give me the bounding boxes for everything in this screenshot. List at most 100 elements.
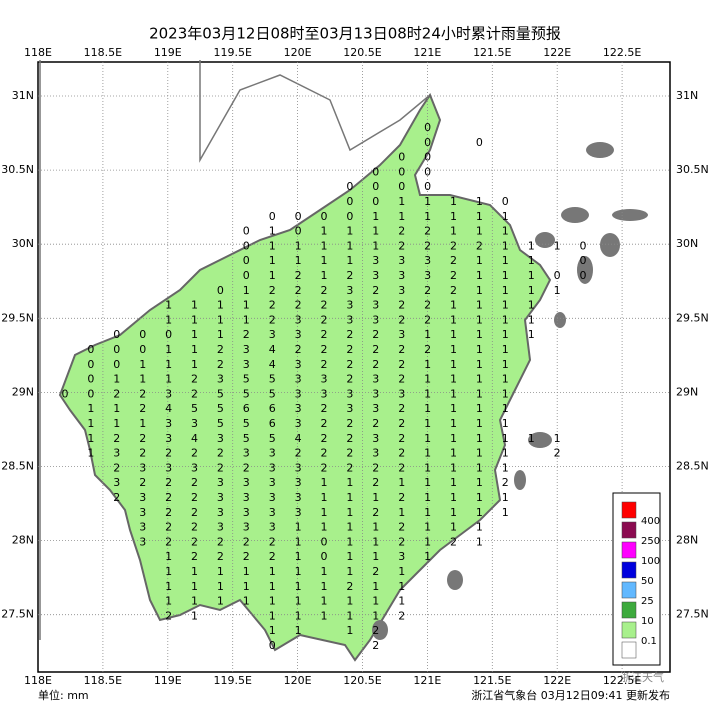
rain-value: 2	[243, 550, 250, 563]
rain-value: 3	[217, 373, 224, 386]
rain-value: 1	[476, 432, 483, 445]
lat-label: 30.5N	[1, 163, 34, 176]
rain-value: 1	[502, 284, 509, 297]
rain-value: 2	[398, 417, 405, 430]
rain-value: 3	[398, 387, 405, 400]
rain-value: 1	[295, 580, 302, 593]
legend-swatch	[621, 581, 637, 599]
rain-value: 1	[165, 299, 172, 312]
rain-value: 2	[372, 624, 379, 637]
rain-value: 1	[398, 210, 405, 223]
lat-label: 28N	[676, 534, 698, 547]
rain-value: 1	[217, 328, 224, 341]
rain-value: 1	[87, 402, 94, 415]
rain-value: 3	[269, 506, 276, 519]
rain-value: 1	[476, 476, 483, 489]
rain-value: 0	[580, 239, 587, 252]
rain-value: 1	[191, 328, 198, 341]
rain-value: 1	[450, 373, 457, 386]
rain-value: 3	[217, 432, 224, 445]
rain-value: 0	[321, 535, 328, 548]
rain-value: 0	[424, 151, 431, 164]
lon-label: 119E	[154, 46, 182, 59]
rain-value: 2	[398, 535, 405, 548]
rain-value: 2	[424, 225, 431, 238]
rain-value: 2	[346, 358, 353, 371]
rain-value: 1	[346, 521, 353, 534]
legend-box	[612, 492, 661, 666]
rain-value: 2	[295, 447, 302, 460]
rain-value: 1	[295, 239, 302, 252]
rain-value: 6	[269, 417, 276, 430]
rain-value: 1	[191, 299, 198, 312]
rain-value: 3	[243, 491, 250, 504]
rain-value: 2	[450, 535, 457, 548]
lon-label: 118E	[24, 46, 52, 59]
rain-value: 1	[424, 521, 431, 534]
rain-value: 3	[295, 417, 302, 430]
rain-value: 0	[217, 284, 224, 297]
rain-value: 1	[372, 550, 379, 563]
rain-value: 1	[502, 328, 509, 341]
rain-value: 3	[269, 521, 276, 534]
rain-value: 1	[450, 225, 457, 238]
rain-value: 3	[424, 254, 431, 267]
rain-value: 0	[502, 195, 509, 208]
rain-value: 2	[554, 447, 561, 460]
lat-label: 27.5N	[1, 608, 34, 621]
lon-label: 120E	[284, 46, 312, 59]
rain-value: 2	[217, 535, 224, 548]
lon-label: 119.5E	[213, 674, 251, 687]
rain-value: 1	[424, 195, 431, 208]
rain-value: 1	[476, 491, 483, 504]
legend-label: 50	[641, 576, 654, 587]
rain-value: 1	[424, 491, 431, 504]
rain-value: 1	[321, 580, 328, 593]
rain-value: 5	[243, 373, 250, 386]
rain-value: 1	[502, 299, 509, 312]
rain-value: 1	[528, 313, 535, 326]
rain-value: 2	[113, 387, 120, 400]
rain-value: 1	[346, 535, 353, 548]
rain-value: 1	[450, 402, 457, 415]
rain-value: 3	[139, 521, 146, 534]
rain-value: 1	[217, 299, 224, 312]
rain-value: 2	[243, 535, 250, 548]
rain-value: 1	[269, 269, 276, 282]
rain-value: 2	[191, 491, 198, 504]
rain-value: 4	[269, 343, 276, 356]
rain-value: 1	[191, 358, 198, 371]
rain-value: 1	[450, 195, 457, 208]
rain-value: 2	[346, 580, 353, 593]
legend-label: 25	[641, 596, 654, 607]
rain-value: 2	[372, 461, 379, 474]
rain-value: 3	[346, 387, 353, 400]
rain-value: 0	[372, 180, 379, 193]
rain-value: 1	[372, 491, 379, 504]
rain-value: 1	[398, 580, 405, 593]
rain-value: 0	[424, 136, 431, 149]
rain-value: 3	[139, 461, 146, 474]
rain-value: 1	[346, 491, 353, 504]
rain-value: 2	[372, 417, 379, 430]
rain-value: 5	[243, 432, 250, 445]
rain-value: 4	[191, 432, 198, 445]
rain-value: 2	[398, 521, 405, 534]
lon-label: 122.5E	[603, 46, 641, 59]
rain-value: 1	[321, 521, 328, 534]
rain-value: 5	[269, 432, 276, 445]
rain-value: 1	[502, 373, 509, 386]
rain-value: 0	[424, 121, 431, 134]
rain-value: 1	[476, 461, 483, 474]
rain-value: 2	[191, 521, 198, 534]
rain-value: 1	[321, 269, 328, 282]
rain-value: 2	[139, 432, 146, 445]
rain-value: 2	[346, 328, 353, 341]
rain-value: 2	[424, 239, 431, 252]
rain-value: 3	[372, 269, 379, 282]
rain-value: 2	[398, 491, 405, 504]
rain-value: 1	[476, 521, 483, 534]
rain-value: 1	[424, 358, 431, 371]
rain-value: 5	[191, 402, 198, 415]
rain-value: 1	[502, 358, 509, 371]
